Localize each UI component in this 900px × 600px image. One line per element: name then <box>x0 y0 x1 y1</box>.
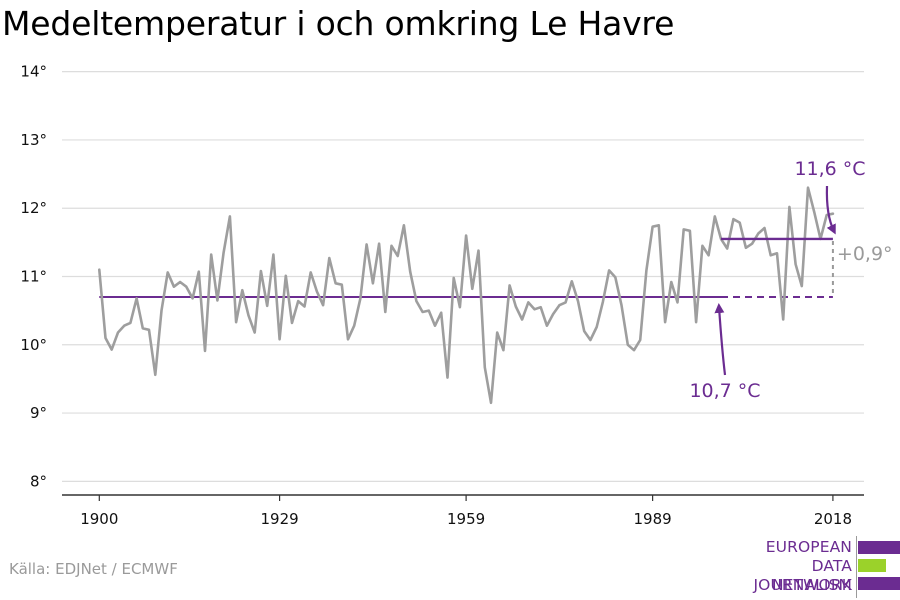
logo-text-line3: NETWORK <box>771 576 852 594</box>
logo-divider <box>856 536 857 598</box>
edjnet-logo: EUROPEAN DATA JOURNALISM NETWORK <box>710 536 900 598</box>
temperature-series-line <box>98 186 835 405</box>
logo-text-line1: EUROPEAN <box>765 538 852 556</box>
baseline-label: 10,7 °C <box>689 380 760 402</box>
y-tick-label-9: 9° <box>30 404 47 422</box>
recent-mean-arrow <box>825 185 836 235</box>
source-note: Källa: EDJNet / ECMWF <box>9 560 178 578</box>
chart-title: Medeltemperatur i och omkring Le Havre <box>2 4 675 43</box>
logo-bar-bottom <box>858 577 900 590</box>
y-tick-label-13: 13° <box>20 131 47 149</box>
y-tick-label-11: 11° <box>20 268 47 286</box>
recent-mean-label: 11,6 °C <box>794 158 865 180</box>
y-tick-label-14: 14° <box>20 63 47 81</box>
series-layer <box>98 186 835 405</box>
annotations: +0,9° 10,7 °C 11,6 °C <box>689 158 892 402</box>
y-axis-labels: 8° 9° 10° 11° 12° 13° 14° <box>20 63 47 491</box>
x-tick-label-1989: 1989 <box>634 510 672 528</box>
x-axis: 1900 1929 1959 1989 2018 <box>62 494 864 528</box>
logo-bar-top <box>858 541 900 554</box>
x-tick-label-1959: 1959 <box>447 510 485 528</box>
baseline-arrow <box>714 302 727 376</box>
x-tick-label-2018: 2018 <box>814 510 852 528</box>
logo-text-line2: DATA JOURNALISM <box>753 557 852 594</box>
x-tick-label-1900: 1900 <box>80 510 118 528</box>
gridlines <box>62 71 864 482</box>
difference-label: +0,9° <box>837 243 893 265</box>
y-tick-label-8: 8° <box>30 472 47 490</box>
y-tick-label-12: 12° <box>20 199 47 217</box>
x-tick-label-1929: 1929 <box>261 510 299 528</box>
y-tick-label-10: 10° <box>20 336 47 354</box>
logo-bar-middle <box>858 559 886 572</box>
